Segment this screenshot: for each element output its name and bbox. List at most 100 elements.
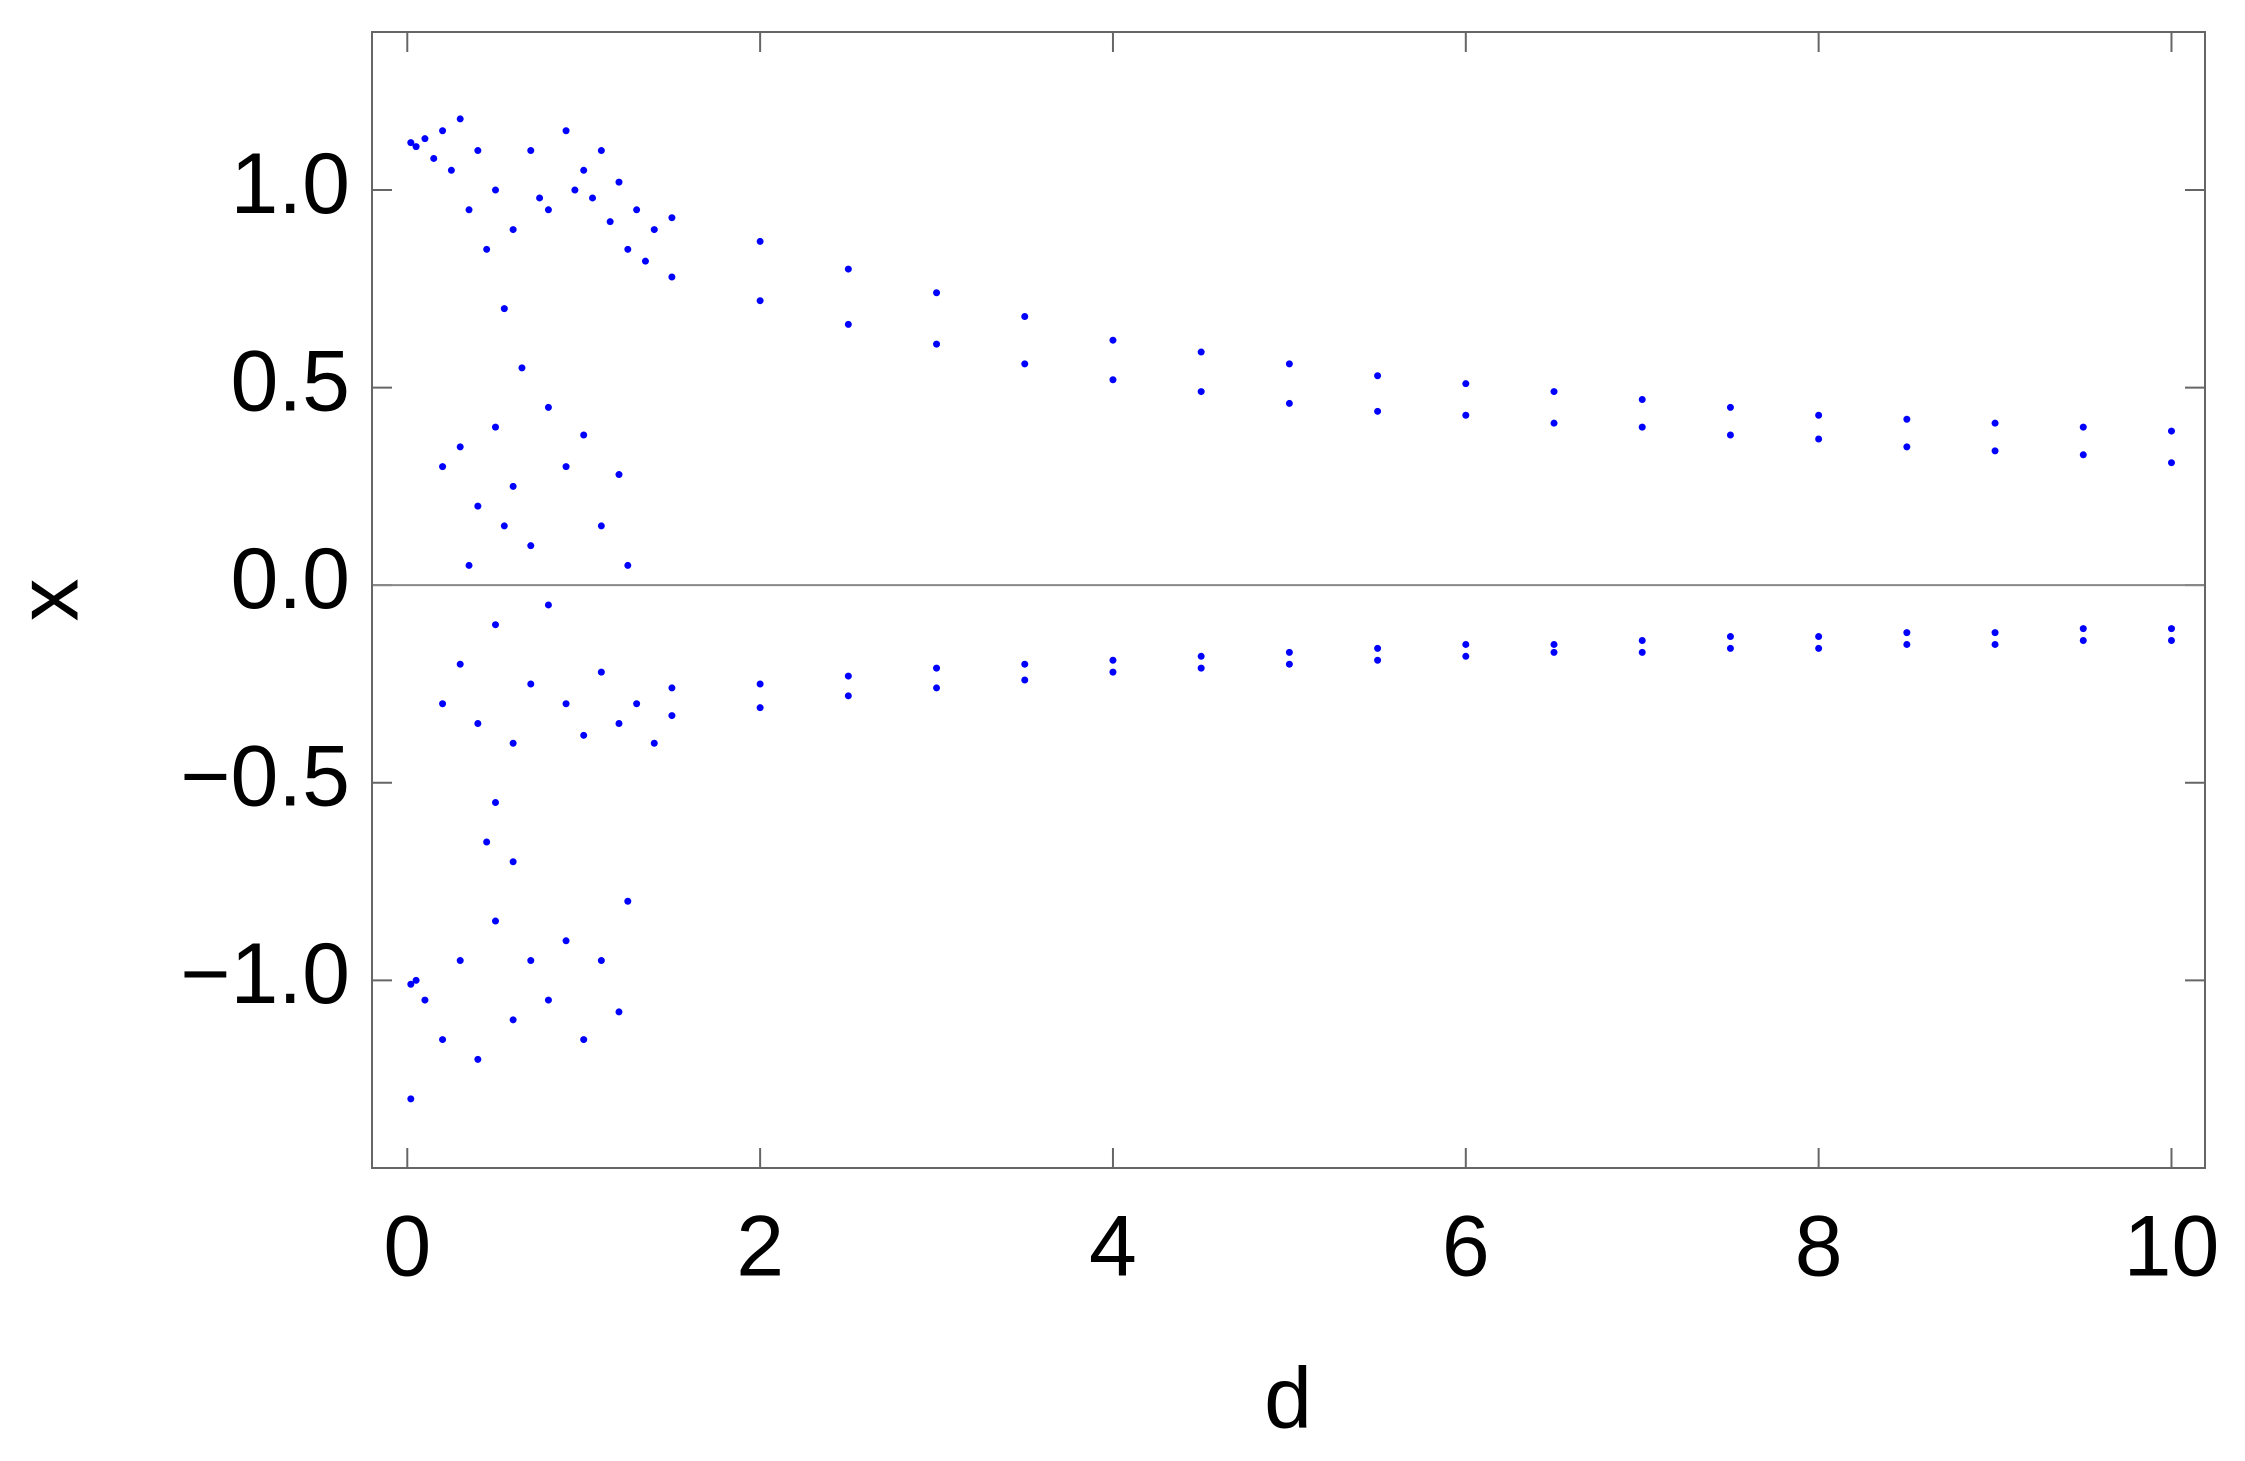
point [544,403,552,411]
point [483,245,491,253]
point [933,684,941,692]
point [633,700,641,708]
point [571,186,579,194]
point [2079,625,2087,633]
point [650,226,658,234]
point [668,684,676,692]
point [447,166,455,174]
point [491,423,499,431]
point [1374,656,1382,664]
point [439,1036,447,1044]
point [536,194,544,202]
point [500,522,508,530]
point [844,692,852,700]
point [509,858,517,866]
point [1285,660,1293,668]
point [1197,664,1205,672]
point [562,463,570,471]
point [474,719,482,727]
point [580,166,588,174]
point [412,976,420,984]
point [2167,459,2175,467]
point [2079,423,2087,431]
y-tick-label: 0.0 [230,531,350,627]
point [456,443,464,451]
point [1903,629,1911,637]
point [641,257,649,265]
y-tick-label: 0.5 [230,333,350,429]
point [527,680,535,688]
point [509,226,517,234]
point [1109,656,1117,664]
point [756,680,764,688]
point [562,127,570,135]
point [844,265,852,273]
point [1021,676,1029,684]
point [580,731,588,739]
point [668,712,676,720]
point [1285,648,1293,656]
point [597,668,605,676]
point [1197,652,1205,660]
point [589,194,597,202]
point [1550,388,1558,396]
point [1903,415,1911,423]
point [597,522,605,530]
point [474,502,482,510]
point [1021,660,1029,668]
x-tick-label: 0 [383,1199,431,1295]
point [615,719,623,727]
point [412,143,420,151]
y-tick-label: −0.5 [180,728,350,824]
point [1285,399,1293,407]
point [1197,348,1205,356]
point [1109,376,1117,384]
point [518,364,526,372]
point [1638,423,1646,431]
point [650,739,658,747]
point [407,980,415,988]
point [633,206,641,214]
point [1462,652,1470,660]
point [1726,633,1734,641]
point [1726,644,1734,652]
point [668,273,676,281]
point [1374,407,1382,415]
point [756,237,764,245]
point [1374,372,1382,380]
point [474,147,482,155]
point [407,139,415,147]
point [421,996,429,1004]
point [580,1036,588,1044]
point [1550,419,1558,427]
point [1109,668,1117,676]
point [527,542,535,550]
point [1021,312,1029,320]
point [1726,403,1734,411]
point [1462,380,1470,388]
point [1903,640,1911,648]
point [668,214,676,222]
point [509,1016,517,1024]
y-axis-label: x [1,579,97,622]
point [1903,443,1911,451]
point [2079,451,2087,459]
point [1815,411,1823,419]
point [544,206,552,214]
point [1462,411,1470,419]
point [500,305,508,313]
point [1109,336,1117,344]
point [456,115,464,123]
point [430,154,438,162]
point [491,621,499,629]
point [1197,388,1205,396]
point [562,937,570,945]
point [606,218,614,226]
x-axis-label: d [1264,1351,1312,1447]
point [1991,419,1999,427]
point [1638,637,1646,645]
y-tick-label: 1.0 [230,136,350,232]
point [1815,633,1823,641]
